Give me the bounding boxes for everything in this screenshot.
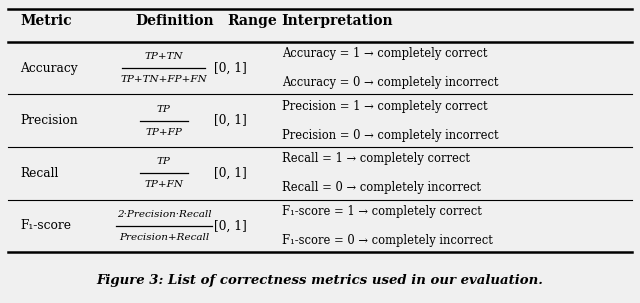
Text: [0, 1]: [0, 1]: [214, 114, 247, 127]
Text: Definition: Definition: [135, 14, 214, 28]
Text: Metric: Metric: [20, 14, 72, 28]
Text: Recall = 0 → completely incorrect: Recall = 0 → completely incorrect: [282, 181, 481, 194]
Text: 2·Precision·Recall: 2·Precision·Recall: [116, 210, 211, 219]
Text: TP+TN: TP+TN: [145, 52, 183, 61]
Text: F₁-score: F₁-score: [20, 219, 72, 232]
Text: TP+TN+FP+FN: TP+TN+FP+FN: [120, 75, 207, 84]
Text: Accuracy = 1 → completely correct: Accuracy = 1 → completely correct: [282, 47, 487, 60]
Text: Accuracy = 0 → completely incorrect: Accuracy = 0 → completely incorrect: [282, 76, 499, 89]
Text: TP+FN: TP+FN: [145, 180, 184, 189]
Text: F₁-score = 0 → completely incorrect: F₁-score = 0 → completely incorrect: [282, 234, 493, 247]
Text: TP: TP: [157, 105, 171, 114]
Text: Precision: Precision: [20, 114, 78, 127]
Text: TP: TP: [157, 157, 171, 166]
Text: F₁-score = 1 → completely correct: F₁-score = 1 → completely correct: [282, 205, 482, 218]
Text: Recall = 1 → completely correct: Recall = 1 → completely correct: [282, 152, 470, 165]
Text: Interpretation: Interpretation: [282, 14, 394, 28]
Text: Range: Range: [228, 14, 277, 28]
Text: Recall: Recall: [20, 167, 59, 180]
Text: Figure 3: List of correctness metrics used in our evaluation.: Figure 3: List of correctness metrics us…: [97, 274, 543, 287]
Text: [0, 1]: [0, 1]: [214, 167, 247, 180]
Text: Precision+Recall: Precision+Recall: [119, 233, 209, 242]
Text: TP+FP: TP+FP: [145, 128, 182, 137]
Text: [0, 1]: [0, 1]: [214, 219, 247, 232]
Text: [0, 1]: [0, 1]: [214, 62, 247, 75]
Text: Precision = 1 → completely correct: Precision = 1 → completely correct: [282, 100, 488, 113]
Text: Precision = 0 → completely incorrect: Precision = 0 → completely incorrect: [282, 129, 499, 142]
Text: Accuracy: Accuracy: [20, 62, 78, 75]
